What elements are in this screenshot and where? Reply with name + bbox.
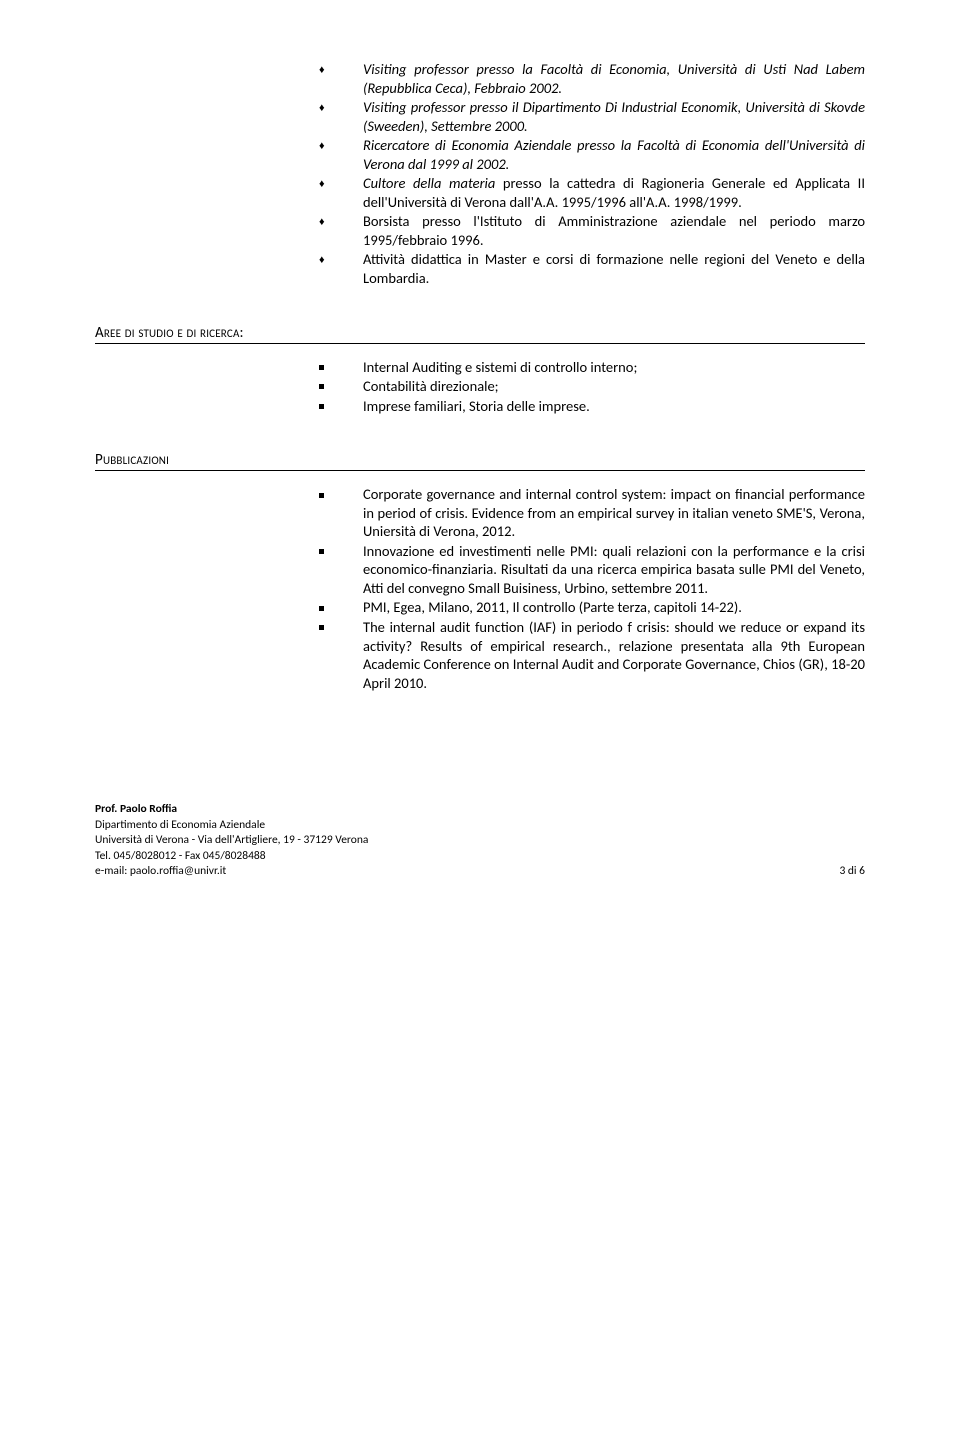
footer-tel: Tel. 045/8028012 - Fax 045/8028488 [95, 849, 865, 865]
square-bullet-icon [305, 485, 363, 502]
list-item: Ricercatore di Economia Aziendale presso… [305, 136, 865, 173]
footer-address: Università di Verona - Via dell'Artiglie… [95, 833, 865, 849]
list-item: Attività didattica in Master e corsi di … [305, 250, 865, 287]
aree-list: Internal Auditing e sistemi di controllo… [305, 358, 865, 416]
square-bullet-icon [305, 397, 363, 414]
list-item-text: Attività didattica in Master e corsi di … [363, 250, 865, 287]
list-item-text: Innovazione ed investimenti nelle PMI: q… [363, 542, 865, 598]
list-item-text: Contabilità direzionale; [363, 377, 865, 396]
list-item-text: Visiting professor presso la Facoltà di … [363, 60, 865, 97]
list-item: Visiting professor presso il Dipartiment… [305, 98, 865, 135]
list-item: Contabilità direzionale; [305, 377, 865, 396]
list-item: Imprese familiari, Storia delle imprese. [305, 397, 865, 416]
list-item: Visiting professor presso la Facoltà di … [305, 60, 865, 97]
footer-name: Prof. Paolo Roffia [95, 802, 865, 818]
experience-list: Visiting professor presso la Facoltà di … [305, 60, 865, 288]
diamond-bullet-icon [305, 250, 363, 267]
publications-list: Corporate governance and internal contro… [305, 485, 865, 692]
list-item: Cultore della materia presso la cattedra… [305, 174, 865, 211]
footer-email: e-mail: paolo.roffia@univr.it [95, 864, 865, 880]
square-bullet-icon [305, 598, 363, 615]
list-item: PMI, Egea, Milano, 2011, Il controllo (P… [305, 598, 865, 617]
list-item-text: Internal Auditing e sistemi di controllo… [363, 358, 865, 377]
list-item: Innovazione ed investimenti nelle PMI: q… [305, 542, 865, 598]
page-footer: Prof. Paolo Roffia Dipartimento di Econo… [95, 802, 865, 880]
list-item-text: The internal audit function (IAF) in per… [363, 618, 865, 692]
square-bullet-icon [305, 542, 363, 559]
list-item-text: Imprese familiari, Storia delle imprese. [363, 397, 865, 416]
list-item-text: PMI, Egea, Milano, 2011, Il controllo (P… [363, 598, 865, 617]
diamond-bullet-icon [305, 98, 363, 115]
page-number: 3 di 6 [839, 864, 865, 880]
list-item: Corporate governance and internal contro… [305, 485, 865, 541]
list-item-text: Ricercatore di Economia Aziendale presso… [363, 136, 865, 173]
list-item-text: Borsista presso l'Istituto di Amministra… [363, 212, 865, 249]
section-heading-aree: Aree di studio e di ricerca: [95, 324, 865, 344]
diamond-bullet-icon [305, 212, 363, 229]
list-item-text: Visiting professor presso il Dipartiment… [363, 98, 865, 135]
list-item-text: Cultore della materia presso la cattedra… [363, 174, 865, 211]
footer-dept: Dipartimento di Economia Aziendale [95, 818, 865, 834]
square-bullet-icon [305, 618, 363, 635]
list-item: Borsista presso l'Istituto di Amministra… [305, 212, 865, 249]
list-item: The internal audit function (IAF) in per… [305, 618, 865, 692]
diamond-bullet-icon [305, 136, 363, 153]
list-item-text: Corporate governance and internal contro… [363, 485, 865, 541]
list-item: Internal Auditing e sistemi di controllo… [305, 358, 865, 377]
diamond-bullet-icon [305, 174, 363, 191]
square-bullet-icon [305, 358, 363, 375]
square-bullet-icon [305, 377, 363, 394]
section-heading-pubblicazioni: Pubblicazioni [95, 451, 865, 471]
diamond-bullet-icon [305, 60, 363, 77]
